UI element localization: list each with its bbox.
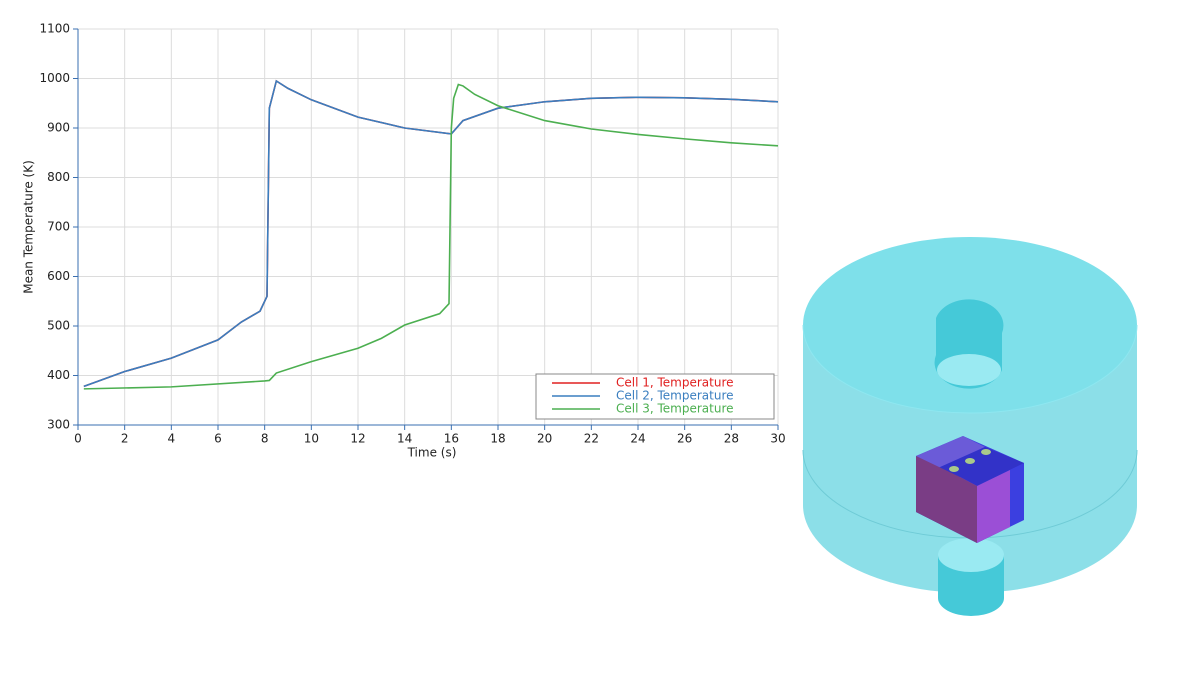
legend-label: Cell 2, Temperature (616, 389, 734, 403)
x-tick-label: 8 (261, 432, 269, 446)
series-line (83, 79, 779, 388)
battery-illustration (802, 237, 1138, 616)
x-tick-label: 22 (584, 432, 599, 446)
x-tick-label: 18 (490, 432, 505, 446)
y-tick-label: 500 (47, 319, 70, 333)
x-tick-label: 26 (677, 432, 692, 446)
y-tick-label: 400 (47, 368, 70, 382)
x-tick-label: 4 (168, 432, 176, 446)
x-tick-label: 6 (214, 432, 222, 446)
series-line (83, 79, 779, 388)
legend-box (535, 373, 775, 420)
x-tick-label: 12 (350, 432, 365, 446)
x-tick-label: 30 (770, 432, 785, 446)
y-tick-label: 1000 (39, 71, 70, 85)
series-line (83, 83, 779, 390)
x-tick-label: 2 (121, 432, 129, 446)
x-tick-label: 14 (397, 432, 412, 446)
x-tick-label: 24 (630, 432, 645, 446)
x-tick-label: 20 (537, 432, 552, 446)
x-tick-label: 10 (304, 432, 319, 446)
legend-label: Cell 1, Temperature (616, 376, 734, 390)
y-tick-label: 300 (47, 418, 70, 432)
y-axis-label: Mean Temperature (K) (22, 160, 36, 294)
y-tick-label: 600 (47, 269, 70, 283)
x-tick-label: 28 (724, 432, 739, 446)
x-axis-label: Time (s) (407, 446, 457, 460)
y-tick-label: 700 (47, 220, 70, 234)
y-tick-label: 800 (47, 170, 70, 184)
legend-label: Cell 3, Temperature (616, 402, 734, 416)
x-tick-label: 16 (444, 432, 459, 446)
y-tick-label: 900 (47, 121, 70, 135)
y-tick-label: 1100 (39, 22, 70, 36)
x-tick-label: 0 (74, 432, 82, 446)
